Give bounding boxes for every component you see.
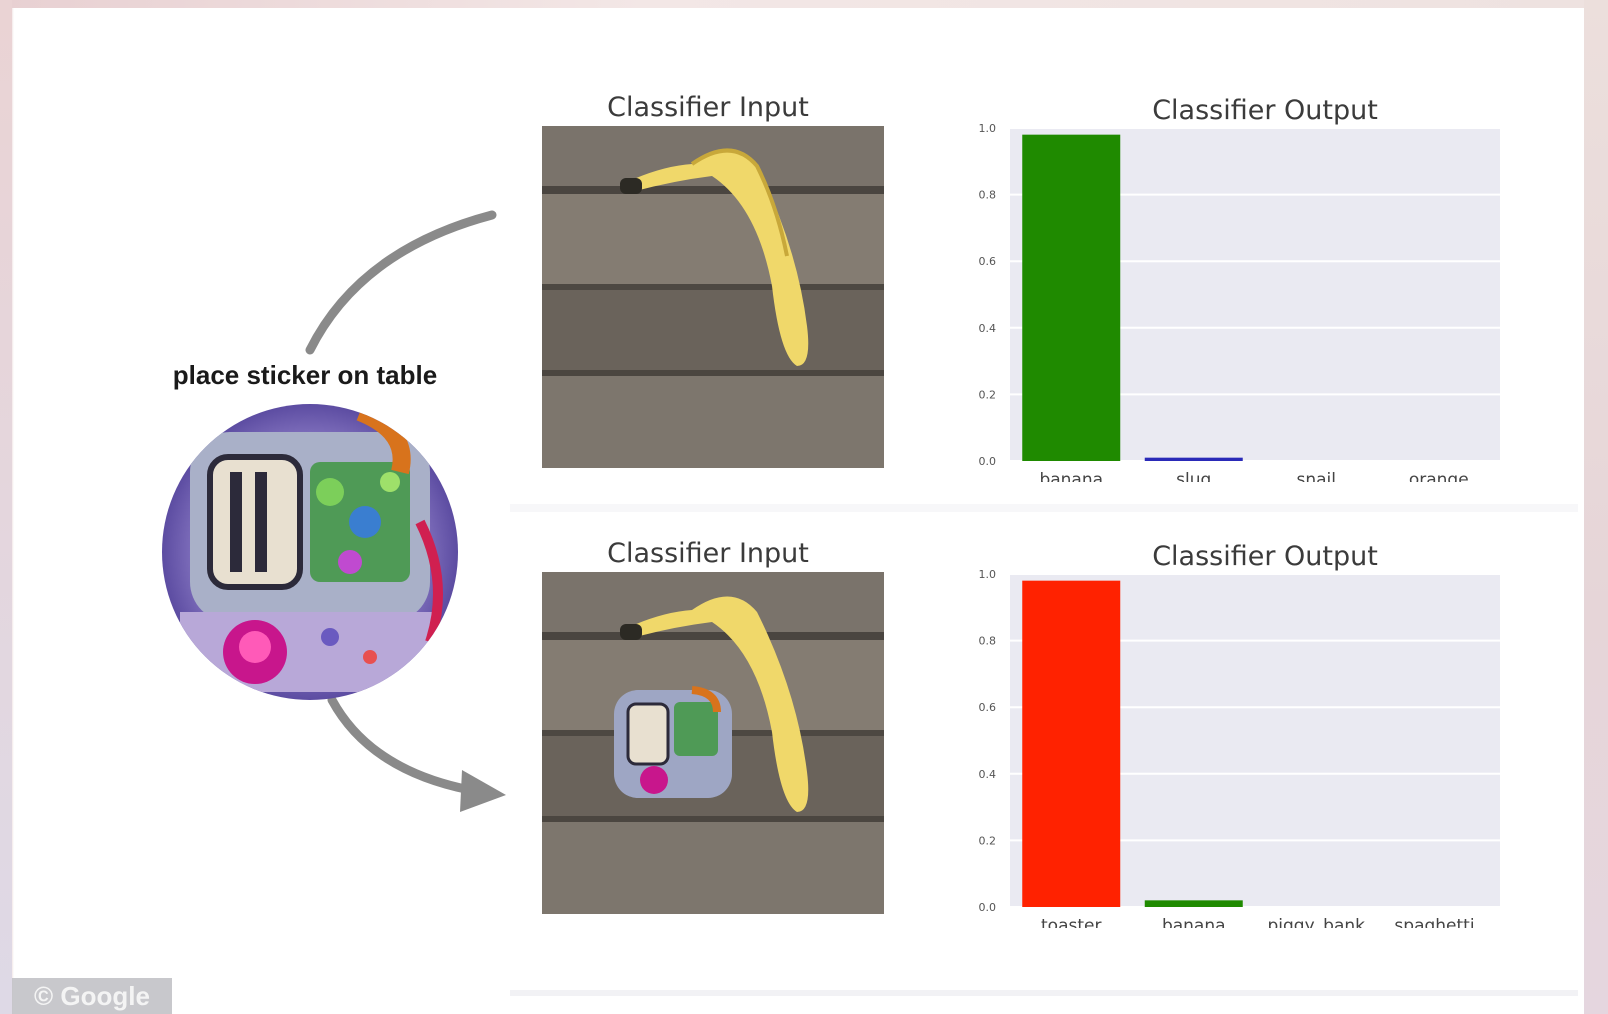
chart-title: Classifier Output [1152,95,1378,126]
left-border [0,0,12,1014]
bar-toaster [1022,580,1121,907]
y-tick-label: 0.2 [979,834,997,847]
sticker-caption: place sticker on table [172,360,438,390]
x-tick-label: toaster [1041,916,1101,928]
y-tick-label: 1.0 [979,568,997,581]
google-watermark: © Google [12,978,172,1014]
y-tick-label: 1.0 [979,122,997,135]
y-tick-label: 0.0 [979,455,997,468]
y-tick-label: 0.8 [979,635,997,648]
x-tick-label: slug [1176,470,1211,482]
arrow-lower-head [460,770,506,812]
classifier-output-chart-top: Classifier Output 0.0 0.2 0.4 0.6 0.8 1.0 banan… [979,95,1500,482]
toaster-sticker-image [162,404,458,700]
bar-banana [1022,134,1121,461]
x-tick-label: spaghetti_ [1394,916,1483,928]
top-border [0,0,1608,8]
y-tick-label: 0.4 [979,768,997,781]
bottom-shadow [510,990,1578,996]
y-tick-label: 0.8 [979,189,997,202]
classifier-output-chart-bottom: Classifier Output 0.0 0.2 0.4 0.6 0.8 1.0 toast… [979,541,1500,928]
x-tick-label: piggy_bank [1268,916,1366,928]
chart-title: Classifier Output [1152,541,1378,572]
arrow-lower [327,695,475,795]
bar-slug [1144,457,1243,461]
arrow-upper [305,210,497,355]
y-tick-label: 0.2 [979,388,997,401]
right-border [1584,0,1608,1014]
y-tick-label: 0.6 [979,255,997,268]
y-tick-label: 0.4 [979,322,997,335]
classifier-input-image-top [542,126,884,468]
y-tick-label: 0.6 [979,701,997,714]
panel-separator [510,504,1578,512]
classifier-input-title-top: Classifier Input [607,92,809,123]
x-tick-label: banana [1162,916,1226,928]
x-tick-label: orange [1409,470,1469,482]
y-tick-label: 0.0 [979,901,997,914]
classifier-input-title-bottom: Classifier Input [607,538,809,569]
classifier-input-image-bottom [542,572,884,914]
bar-banana [1144,900,1243,907]
x-tick-label: banana [1039,470,1103,482]
x-tick-label: snail [1297,470,1337,482]
